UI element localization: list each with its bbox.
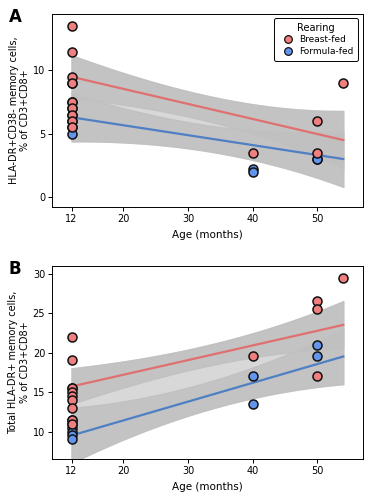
Y-axis label: Total HLA-DR+ memory cells,
% of CD3+CD8+: Total HLA-DR+ memory cells, % of CD3+CD8… — [8, 290, 30, 434]
Y-axis label: HLA-DR+CD38- memory cells,
% of CD3+CD8+: HLA-DR+CD38- memory cells, % of CD3+CD8+ — [9, 36, 30, 184]
Legend: Breast-fed, Formula-fed: Breast-fed, Formula-fed — [274, 18, 358, 60]
Text: A: A — [9, 8, 22, 26]
X-axis label: Age (months): Age (months) — [172, 482, 243, 492]
Text: B: B — [9, 260, 21, 278]
X-axis label: Age (months): Age (months) — [172, 230, 243, 239]
